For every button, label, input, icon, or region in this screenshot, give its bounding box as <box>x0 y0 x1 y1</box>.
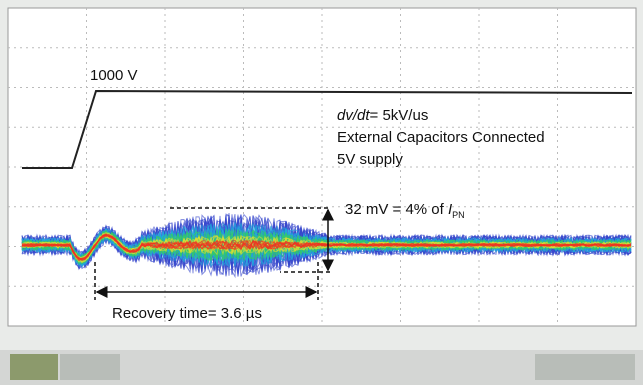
slew-label: dv/dt= 5kV/us <box>337 107 428 124</box>
level-label: 1000 V <box>90 67 138 84</box>
supply-label: 5V supply <box>337 151 403 168</box>
slew-value: = 5kV/us <box>370 107 429 124</box>
noise-prefix: 32 mV = 4% of <box>345 201 448 218</box>
noise-label: 32 mV = 4% of IPN <box>345 201 465 220</box>
channel-box <box>10 354 58 380</box>
timebase-box <box>535 354 635 380</box>
condition-label: External Capacitors Connected <box>337 129 545 146</box>
recovery-label: Recovery time= 3.6 µs <box>112 305 262 322</box>
slew-symbol: dv/dt <box>337 107 370 124</box>
noise-subscript: PN <box>452 210 465 220</box>
channel-box <box>60 354 120 380</box>
scope-screen: 1000 V dv/dt= 5kV/us External Capacitors… <box>0 0 643 385</box>
page: 1000 V dv/dt= 5kV/us External Capacitors… <box>0 0 643 385</box>
